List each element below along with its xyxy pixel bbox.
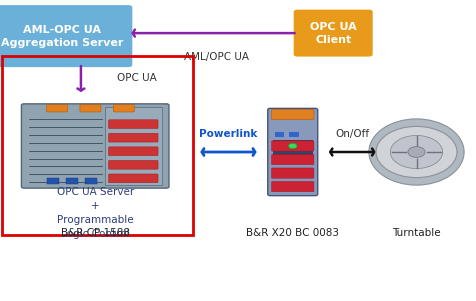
Bar (275, 132, 284, 137)
Bar (105, 107, 162, 185)
FancyBboxPatch shape (109, 133, 158, 142)
FancyBboxPatch shape (80, 105, 101, 112)
Ellipse shape (369, 119, 464, 185)
FancyBboxPatch shape (271, 182, 314, 192)
Text: On/Off: On/Off (335, 129, 369, 139)
Circle shape (408, 147, 425, 157)
Text: B&R CP 1588: B&R CP 1588 (61, 228, 129, 238)
FancyBboxPatch shape (271, 141, 314, 151)
Text: AML-OPC UA
Aggregation Server: AML-OPC UA Aggregation Server (0, 24, 123, 48)
Text: Turntable: Turntable (392, 228, 441, 238)
Text: OPC UA: OPC UA (117, 73, 157, 83)
FancyBboxPatch shape (21, 104, 169, 188)
FancyBboxPatch shape (271, 109, 314, 119)
FancyBboxPatch shape (109, 147, 158, 156)
FancyBboxPatch shape (268, 108, 318, 196)
Circle shape (288, 143, 297, 149)
FancyBboxPatch shape (271, 168, 314, 178)
Text: OPC UA Server
+
Programmable
Logic Control: OPC UA Server + Programmable Logic Contr… (57, 187, 134, 239)
Bar (2, 56, 193, 235)
Bar (272, 140, 313, 164)
Circle shape (390, 135, 443, 169)
FancyBboxPatch shape (0, 5, 132, 67)
FancyBboxPatch shape (109, 174, 158, 183)
FancyBboxPatch shape (271, 154, 314, 165)
FancyBboxPatch shape (109, 160, 158, 169)
FancyBboxPatch shape (113, 105, 134, 112)
Text: Powerlink: Powerlink (199, 129, 258, 139)
FancyBboxPatch shape (47, 105, 68, 112)
Bar (86, 178, 97, 184)
Bar (48, 178, 60, 184)
Circle shape (376, 126, 457, 178)
Bar (66, 178, 78, 184)
Bar (289, 132, 299, 137)
Text: AML/OPC UA: AML/OPC UA (184, 52, 249, 62)
Text: B&R X20 BC 0083: B&R X20 BC 0083 (246, 228, 339, 238)
FancyBboxPatch shape (109, 120, 158, 129)
Text: OPC UA
Client: OPC UA Client (310, 21, 357, 45)
FancyBboxPatch shape (294, 10, 373, 57)
